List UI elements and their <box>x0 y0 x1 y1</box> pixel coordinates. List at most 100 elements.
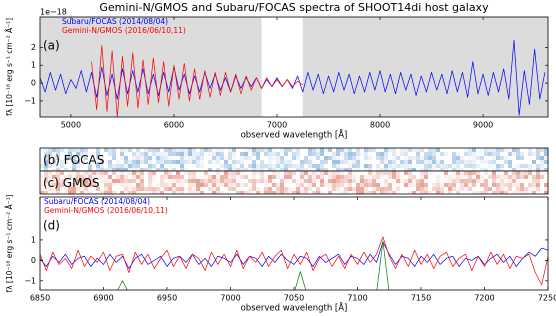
image-pixel <box>440 187 444 191</box>
image-pixel <box>436 160 440 164</box>
image-pixel <box>436 183 440 187</box>
image-pixel <box>448 183 452 187</box>
image-pixel <box>44 191 48 194</box>
image-pixel <box>412 168 416 171</box>
image-pixel <box>312 152 316 156</box>
image-pixel <box>248 187 252 191</box>
image-pixel <box>284 175 288 179</box>
image-pixel <box>504 156 508 160</box>
image-pixel <box>252 187 256 191</box>
image-pixel <box>460 171 464 175</box>
image-pixel <box>476 175 480 179</box>
image-pixel <box>316 187 320 191</box>
image-pixel <box>516 187 520 191</box>
image-pixel <box>416 191 420 194</box>
image-pixel <box>196 152 200 156</box>
image-pixel <box>296 179 300 183</box>
image-pixel <box>144 148 148 152</box>
image-pixel <box>268 152 272 156</box>
image-pixel <box>384 179 388 183</box>
image-pixel <box>412 179 416 183</box>
image-pixel <box>236 160 240 164</box>
image-pixel <box>148 179 152 183</box>
x-tick-label: 6900 <box>93 294 113 303</box>
image-pixel <box>420 179 424 183</box>
image-pixel <box>512 152 516 156</box>
image-pixel <box>136 168 140 171</box>
image-pixel <box>124 183 128 187</box>
image-pixel <box>388 183 392 187</box>
image-pixel <box>468 164 472 168</box>
image-pixel <box>536 171 540 175</box>
image-pixel <box>216 148 220 152</box>
image-pixel <box>208 152 212 156</box>
image-pixel <box>120 168 124 171</box>
image-pixel <box>104 175 108 179</box>
plot-area <box>40 237 548 293</box>
image-pixel <box>400 164 404 168</box>
image-pixel <box>324 168 328 171</box>
image-pixel <box>400 175 404 179</box>
image-pixel <box>452 175 456 179</box>
image-pixel <box>432 148 436 152</box>
image-pixel <box>424 175 428 179</box>
image-pixel <box>388 160 392 164</box>
image-pixel <box>364 175 368 179</box>
image-pixel <box>396 164 400 168</box>
image-pixel <box>420 191 424 194</box>
image-pixel <box>244 148 248 152</box>
image-pixel <box>220 156 224 160</box>
image-pixel <box>316 191 320 194</box>
image-pixel <box>408 179 412 183</box>
image-pixel <box>472 183 476 187</box>
image-pixel <box>256 168 260 171</box>
image-pixel <box>308 168 312 171</box>
image-pixel <box>424 164 428 168</box>
image-pixel <box>392 160 396 164</box>
image-pixel <box>416 164 420 168</box>
image-pixel <box>408 164 412 168</box>
image-pixel <box>412 175 416 179</box>
image-pixel <box>104 168 108 171</box>
image-pixel <box>456 156 460 160</box>
image-pixel <box>296 187 300 191</box>
image-pixel <box>232 175 236 179</box>
image-pixel <box>368 164 372 168</box>
image-pixel <box>352 179 356 183</box>
image-pixel <box>420 183 424 187</box>
image-pixel <box>156 191 160 194</box>
image-pixel <box>156 160 160 164</box>
image-pixel <box>288 171 292 175</box>
image-pixel <box>468 171 472 175</box>
image-pixel <box>208 168 212 171</box>
image-pixel <box>132 164 136 168</box>
image-pixel <box>240 171 244 175</box>
image-pixel <box>116 175 120 179</box>
image-pixel <box>352 191 356 194</box>
image-pixel <box>408 160 412 164</box>
image-pixel <box>148 164 152 168</box>
image-pixel <box>304 160 308 164</box>
image-pixel <box>180 152 184 156</box>
image-pixel <box>440 160 444 164</box>
image-pixel <box>304 171 308 175</box>
image-pixel <box>224 179 228 183</box>
image-pixel <box>140 168 144 171</box>
image-pixel <box>44 171 48 175</box>
image-pixel <box>244 152 248 156</box>
image-pixel <box>304 156 308 160</box>
image-pixel <box>152 168 156 171</box>
image-pixel <box>120 164 124 168</box>
image-pixel <box>276 171 280 175</box>
image-pixel <box>108 164 112 168</box>
image-pixel <box>172 183 176 187</box>
image-pixel <box>320 168 324 171</box>
image-pixel <box>460 187 464 191</box>
image-pixel <box>124 179 128 183</box>
image-pixel <box>400 148 404 152</box>
image-pixel <box>392 171 396 175</box>
panel-label: (a) <box>43 39 60 53</box>
image-pixel <box>304 191 308 194</box>
image-pixel <box>180 183 184 187</box>
image-pixel <box>456 179 460 183</box>
